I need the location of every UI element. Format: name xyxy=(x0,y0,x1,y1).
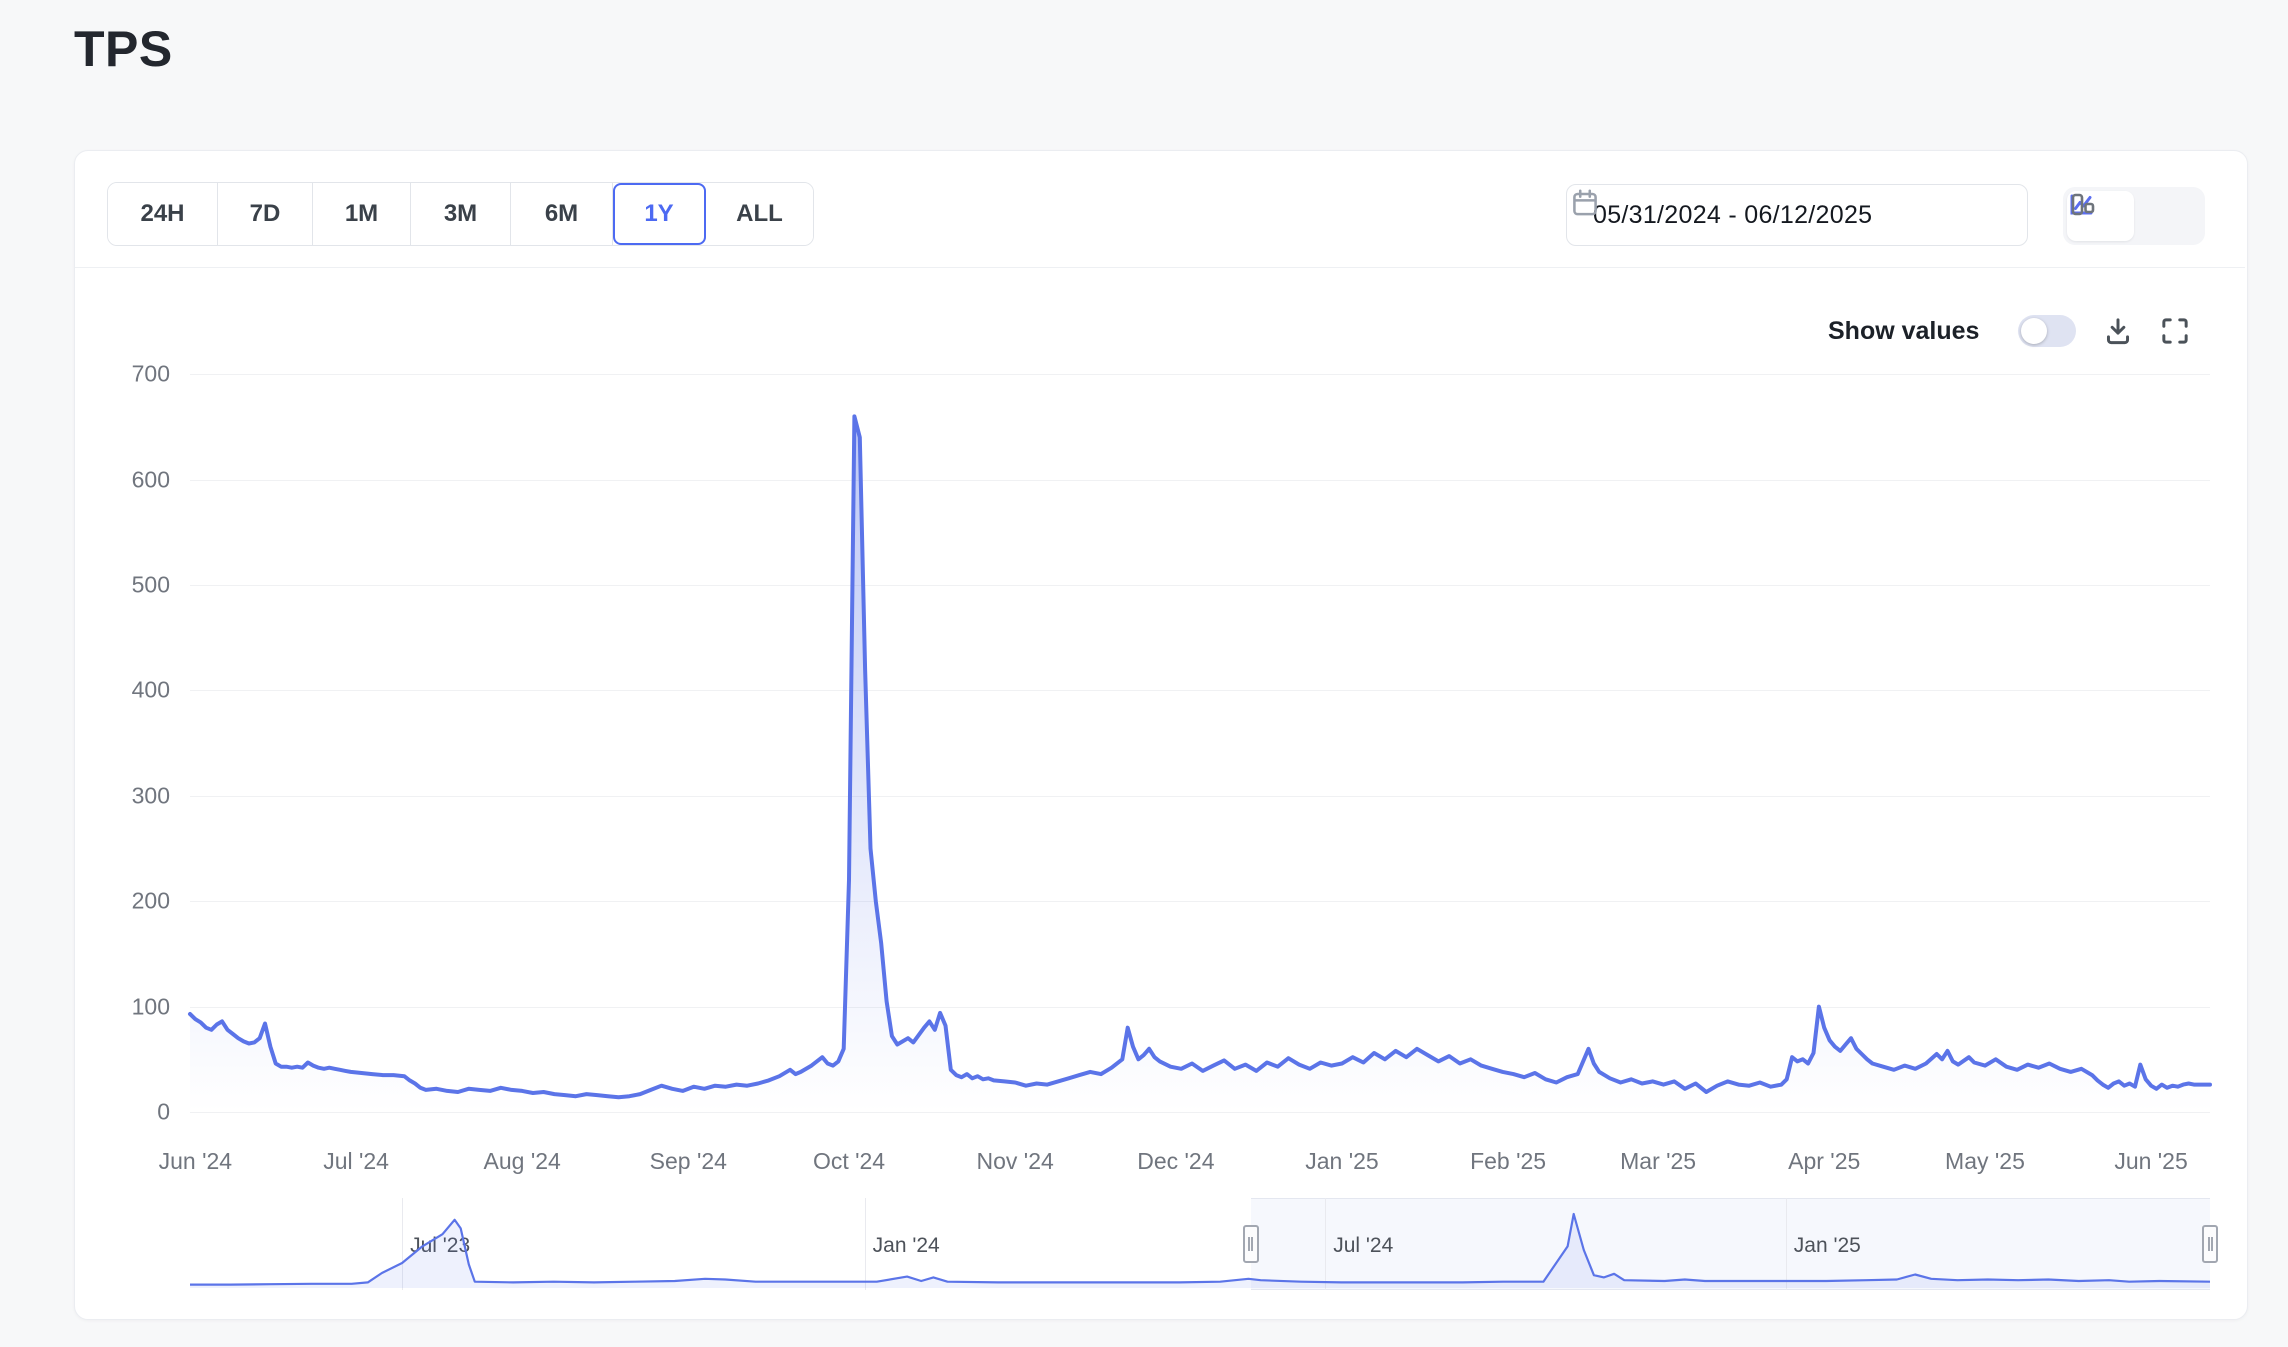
time-range-button-group: 24H 7D 1M 3M 6M 1Y ALL xyxy=(107,182,814,246)
chart-type-toggle xyxy=(2063,187,2205,245)
page-title: TPS xyxy=(74,21,173,77)
y-axis-label-0: 0 xyxy=(157,1098,170,1125)
navigator-gridline-3 xyxy=(1325,1198,1327,1290)
y-gridline-600 xyxy=(190,479,2210,481)
navigator-label-3: Jul '24 xyxy=(1333,1234,1394,1257)
range-button-1y[interactable]: 1Y xyxy=(613,183,706,245)
tps-line-series xyxy=(188,414,2212,1100)
x-axis-label-5: Oct '24 xyxy=(812,1148,886,1174)
date-range-value: 05/31/2024 - 06/12/2025 xyxy=(1593,200,1873,229)
range-button-3m[interactable]: 3M xyxy=(411,183,511,245)
line-chart-type-button[interactable] xyxy=(2067,191,2134,241)
range-button-7d[interactable]: 7D xyxy=(218,183,313,245)
y-gridline-0 xyxy=(190,1112,2210,1113)
range-button-24h[interactable]: 24H xyxy=(108,183,218,245)
x-axis-label-12: May '25 xyxy=(1945,1148,2025,1174)
date-range-picker[interactable]: 05/31/2024 - 06/12/2025 xyxy=(1566,184,2028,246)
navigator-selected-region[interactable] xyxy=(1250,1198,2210,1290)
navigator-label-1: Jul '23 xyxy=(410,1234,471,1257)
toolbar-divider xyxy=(75,267,2245,268)
show-values-label: Show values xyxy=(1828,317,1980,345)
navigator-gridline-1 xyxy=(402,1198,404,1290)
x-axis-label-9: Feb '25 xyxy=(1470,1148,1547,1174)
x-axis-label-6: Nov '24 xyxy=(976,1148,1054,1174)
y-gridline-500 xyxy=(190,585,2210,586)
x-axis-label-3: Aug '24 xyxy=(483,1148,561,1174)
tps-area-fill xyxy=(190,416,2210,1112)
navigator-right-handle[interactable] xyxy=(2202,1225,2218,1263)
fullscreen-icon[interactable] xyxy=(2158,314,2194,350)
x-axis-label-4: Sep '24 xyxy=(649,1148,727,1174)
x-axis-label-10: Mar '25 xyxy=(1620,1148,1697,1174)
bar-chart-type-button[interactable] xyxy=(2071,191,2205,241)
navigator-label-2: Jan '24 xyxy=(872,1234,940,1257)
toggle-knob xyxy=(2021,318,2047,344)
y-axis-label-100: 100 xyxy=(131,993,170,1020)
range-button-1m[interactable]: 1M xyxy=(313,183,411,245)
navigator-gridline-4 xyxy=(1785,1198,1787,1290)
y-axis-label-700: 700 xyxy=(131,360,170,387)
y-axis-label-500: 500 xyxy=(131,571,170,598)
handle-grip-icon xyxy=(2207,1237,2213,1251)
range-button-all[interactable]: ALL xyxy=(706,183,813,245)
x-axis-label-8: Jan '25 xyxy=(1305,1148,1379,1174)
x-axis-label-13: Jun '25 xyxy=(2114,1148,2188,1174)
navigator-left-handle[interactable] xyxy=(1242,1225,1259,1263)
handle-grip-icon xyxy=(1248,1237,1253,1251)
x-axis-label-1: Jun '24 xyxy=(158,1148,233,1174)
y-gridline-300 xyxy=(190,795,2210,797)
y-axis-label-400: 400 xyxy=(131,676,170,703)
x-axis-label-11: Apr '25 xyxy=(1788,1148,1861,1174)
download-icon[interactable] xyxy=(2100,313,2138,351)
x-axis-label-2: Jul '24 xyxy=(323,1148,389,1174)
y-axis-label-600: 600 xyxy=(131,466,170,493)
navigator-label-4: Jan '25 xyxy=(1793,1234,1861,1257)
y-axis-label-200: 200 xyxy=(131,887,170,914)
show-values-toggle[interactable] xyxy=(2018,315,2076,347)
navigator-gridline-2 xyxy=(864,1198,866,1290)
y-gridline-700 xyxy=(190,374,2210,376)
y-gridline-400 xyxy=(190,690,2210,692)
x-axis-label-7: Dec '24 xyxy=(1137,1148,1215,1174)
y-gridline-100 xyxy=(190,1006,2210,1008)
range-button-6m[interactable]: 6M xyxy=(511,183,613,245)
y-axis-label-300: 300 xyxy=(131,782,170,809)
y-gridline-200 xyxy=(190,901,2210,903)
